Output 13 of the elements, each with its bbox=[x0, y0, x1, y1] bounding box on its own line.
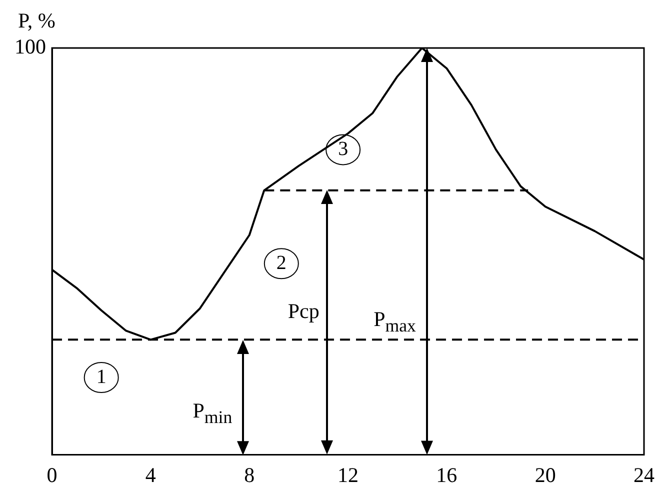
y-axis-title: P, % bbox=[18, 8, 56, 33]
x-tick-label: 4 bbox=[145, 462, 156, 487]
annotation: Pcp bbox=[288, 298, 320, 323]
x-tick-label: 24 bbox=[634, 462, 655, 487]
x-tick-label: 0 bbox=[46, 462, 58, 487]
text: 100 bbox=[14, 34, 46, 59]
x-tick-label: 8 bbox=[244, 462, 255, 487]
annotation: 1 bbox=[96, 366, 106, 388]
x-tick-label: 12 bbox=[338, 462, 358, 487]
annotation: 2 bbox=[276, 252, 286, 274]
annotation: 3 bbox=[338, 138, 348, 160]
x-tick-label: 16 bbox=[436, 462, 458, 487]
x-tick-label: 20 bbox=[534, 462, 556, 487]
